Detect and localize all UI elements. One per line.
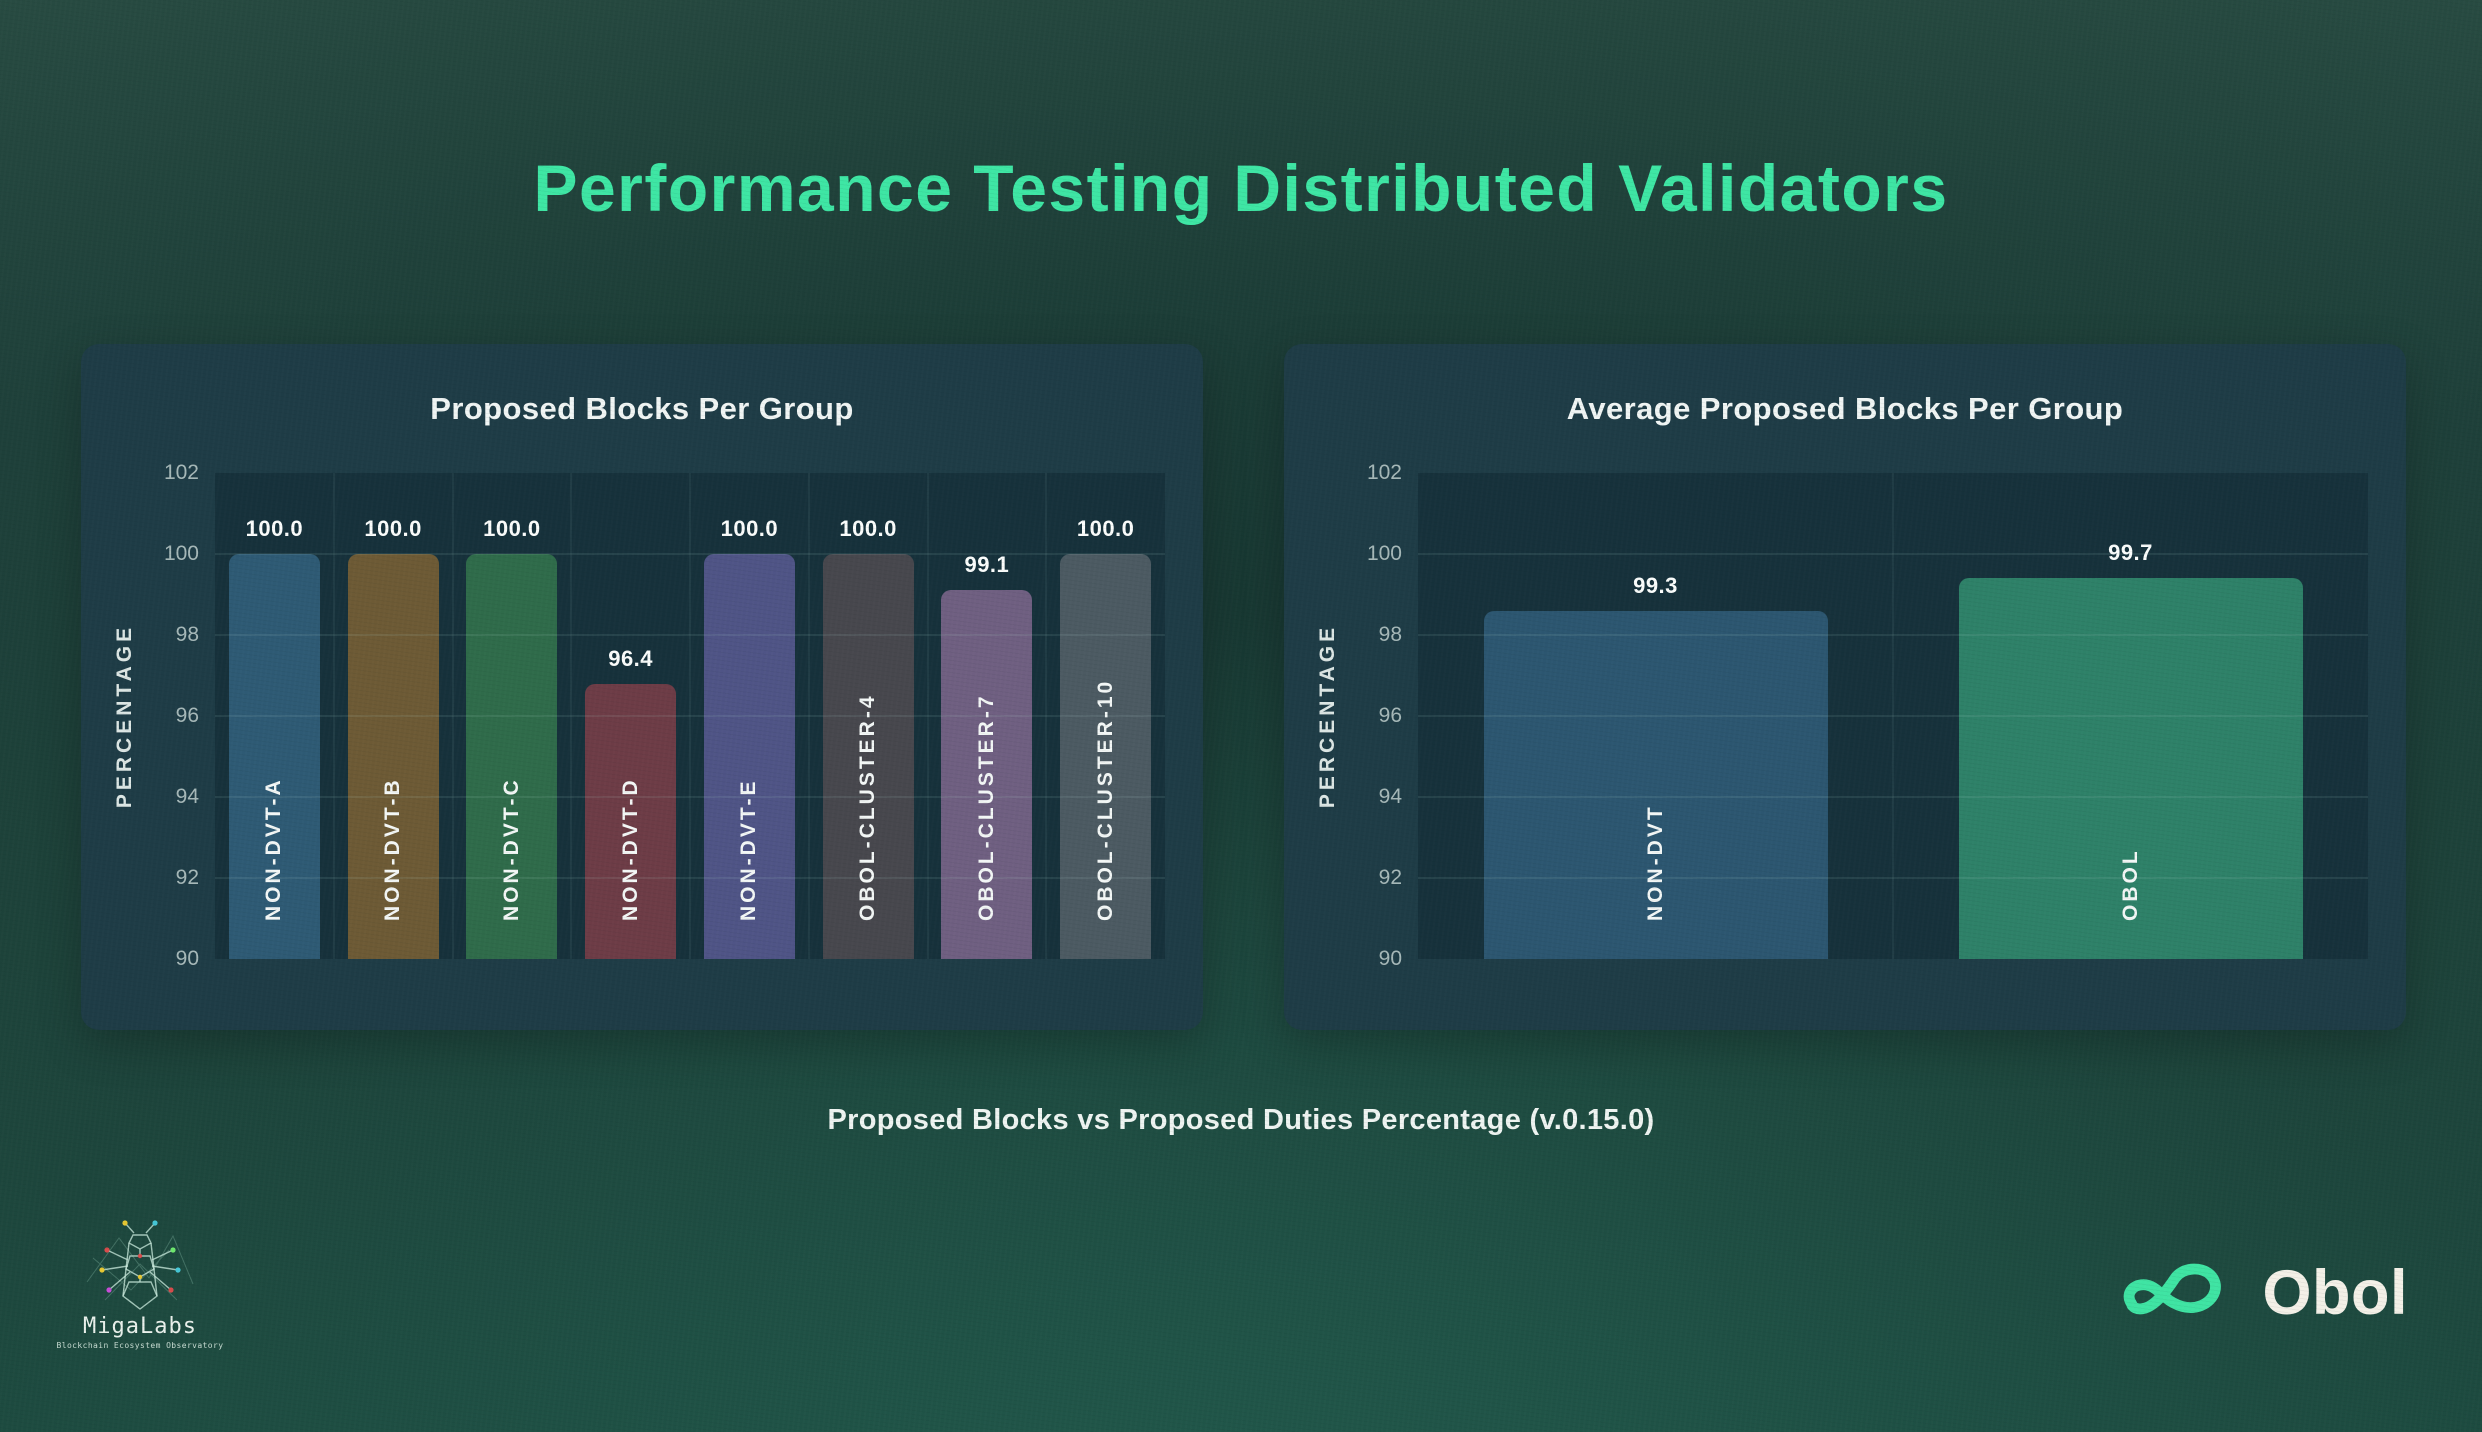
bar-category-label: NON-DVT-D: [618, 777, 642, 921]
bar-obol-cluster-4: [822, 554, 914, 959]
horizontal-gridline: [215, 634, 1165, 636]
y-axis-tick-label: 100: [1366, 542, 1402, 565]
bar-obol-cluster-7: [941, 590, 1033, 959]
bar-non-dvt-b: [347, 554, 439, 959]
horizontal-gridline: [215, 715, 1165, 717]
plot-area: 99.3 NON-DVT 99.7 OBOL: [1418, 473, 2368, 959]
bar-value-label: 100.0: [1076, 516, 1135, 541]
page-title: Performance Testing Distributed Validato…: [533, 151, 1949, 225]
obol-wordmark: Obol: [2262, 1258, 2408, 1328]
migalabs-tagline: Blockchain Ecosystem Observatory: [56, 1341, 224, 1350]
bar-obol: [1958, 578, 2303, 959]
y-axis-tick-label: 94: [175, 785, 199, 808]
y-axis-tick-label: 92: [175, 866, 199, 889]
vertical-gridline: [451, 473, 454, 959]
chart-panel-proposed-blocks: Proposed Blocks Per Group PERCENTAGE 100…: [81, 344, 1203, 1030]
bar-value-label: 100.0: [720, 516, 779, 541]
bar-obol-cluster-10: [1060, 554, 1152, 959]
bar-value-label: 100.0: [245, 516, 304, 541]
horizontal-gridline: [1418, 796, 2368, 798]
bar-category-label: NON-DVT: [1643, 804, 1667, 921]
y-axis-tick-label: 98: [1378, 623, 1402, 646]
bar-category-label: OBOL: [2118, 848, 2142, 921]
y-axis-tick-label: 98: [175, 623, 199, 646]
y-axis-tick-label: 96: [1378, 704, 1402, 727]
vertical-gridline: [1892, 473, 1894, 959]
bar-category-label: NON-DVT-A: [262, 777, 286, 921]
horizontal-gridline: [215, 877, 1165, 879]
y-axis-tick-label: 94: [1378, 785, 1402, 808]
bar-non-dvt: [1483, 610, 1828, 959]
bar-value-label: 99.3: [1633, 572, 1678, 598]
bar-value-label: 96.4: [608, 645, 654, 671]
migalabs-logo: MigaLabs Blockchain Ecosystem Observator…: [56, 1220, 224, 1350]
obol-loop-icon: [2123, 1263, 2221, 1314]
bar-value-label: 100.0: [483, 516, 541, 541]
bar-non-dvt-a: [228, 554, 320, 959]
bar-category-label: OBOL-CLUSTER-4: [856, 693, 880, 922]
bar-value-label: 100.0: [839, 516, 897, 541]
horizontal-gridline: [1418, 715, 2368, 717]
horizontal-gridline: [1418, 634, 2368, 636]
bar-category-label: OBOL-CLUSTER-7: [974, 693, 998, 922]
vertical-gridline: [926, 473, 929, 959]
y-axis-tick-label: 96: [175, 704, 199, 727]
obol-logo: Obol: [2113, 1254, 2408, 1332]
migalabs-ant-icon: [86, 1220, 194, 1310]
bar-category-label: NON-DVT-E: [737, 778, 761, 922]
vertical-gridline: [570, 473, 573, 959]
chart-title: Proposed Blocks Per Group: [430, 391, 854, 426]
bar-value-label: 100.0: [364, 516, 422, 541]
bar-non-dvt-d: [585, 683, 677, 959]
bar-value-label: 99.7: [2108, 540, 2153, 566]
chart-caption: Proposed Blocks vs Proposed Duties Perce…: [827, 1104, 1655, 1136]
chart-title: Average Proposed Blocks Per Group: [1566, 391, 2124, 426]
vertical-gridline: [807, 473, 810, 959]
bar-category-label: OBOL-CLUSTER-10: [1093, 678, 1117, 921]
y-axis-tick-label: 102: [163, 461, 199, 484]
bar-category-label: NON-DVT-C: [499, 777, 523, 921]
vertical-gridline: [1045, 473, 1048, 959]
y-axis-tick-label: 92: [1378, 866, 1402, 889]
horizontal-gridline: [1418, 553, 2368, 555]
bar-category-label: NON-DVT-B: [381, 777, 405, 921]
bar-non-dvt-c: [466, 554, 558, 959]
horizontal-gridline: [215, 553, 1165, 555]
bar-value-label: 99.1: [964, 552, 1010, 578]
y-axis-tick-label: 90: [1378, 947, 1402, 970]
plot-area: 100.0 NON-DVT-A 100.0 NON-DVT-B 100.0 NON-DVT…: [215, 473, 1165, 959]
y-axis-tick-label: 102: [1366, 461, 1402, 484]
y-axis-tick-label: 90: [175, 947, 199, 970]
vertical-gridline: [689, 473, 691, 959]
migalabs-wordmark: MigaLabs: [83, 1314, 197, 1339]
chart-panel-average-proposed-blocks: Average Proposed Blocks Per Group PERCEN…: [1284, 344, 2406, 1030]
horizontal-gridline: [1418, 877, 2368, 879]
y-axis-tick-label: 100: [163, 542, 199, 565]
vertical-gridline: [332, 473, 335, 959]
horizontal-gridline: [215, 796, 1165, 798]
bar-non-dvt-e: [703, 554, 795, 959]
